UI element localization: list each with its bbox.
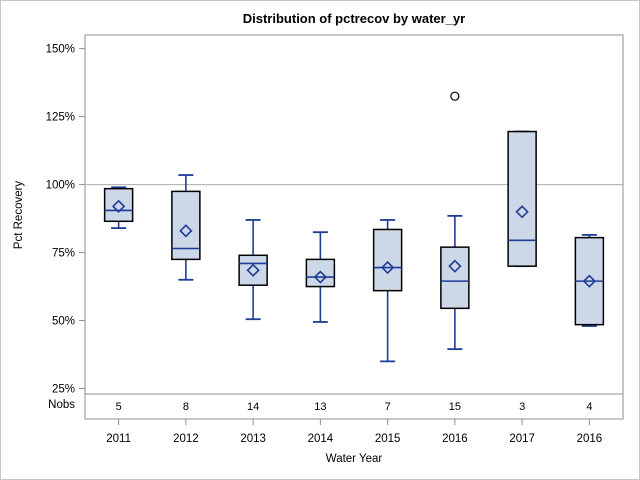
x-tick-label: 2017: [509, 433, 535, 445]
mean-diamond-marker: [380, 260, 395, 275]
mean-diamond-marker: [313, 270, 328, 284]
y-tick-label: 100%: [46, 180, 75, 192]
iqr-box: [238, 254, 268, 286]
y-tick-label: 125%: [46, 112, 75, 124]
mean-diamond-marker: [111, 199, 126, 213]
iqr-box: [103, 187, 134, 223]
y-tick-label: 50%: [52, 316, 75, 328]
x-tick-label: 2011: [106, 433, 131, 445]
nobs-value: 4: [586, 401, 592, 413]
nobs-value: 13: [314, 401, 326, 413]
mean-diamond-marker: [515, 205, 529, 219]
nobs-value: 15: [449, 401, 461, 413]
mean-diamond-marker: [179, 224, 193, 238]
plot-frame: [84, 34, 624, 420]
iqr-box: [372, 228, 403, 292]
nobs-value: 14: [247, 401, 259, 413]
iqr-box: [507, 130, 537, 267]
nobs-value: 7: [385, 401, 391, 413]
nobs-row-label: Nobs: [48, 399, 75, 411]
y-tick-label: 25%: [52, 384, 75, 396]
outlier-point: [450, 91, 460, 101]
x-tick-label: 2013: [240, 433, 266, 445]
y-tick-label: 150%: [46, 44, 75, 56]
x-tick-label: 2015: [375, 433, 401, 445]
mean-diamond-marker: [246, 263, 260, 277]
nobs-value: 3: [519, 401, 525, 413]
x-tick-label: 2012: [173, 433, 199, 445]
x-tick-label: 2016: [442, 433, 468, 445]
x-tick-label: 2016: [577, 433, 603, 445]
nobs-value: 5: [116, 401, 122, 413]
y-tick-label: 75%: [52, 248, 75, 260]
mean-diamond-marker: [448, 259, 462, 273]
chart-title: Distribution of pctrecov by water_yr: [242, 11, 466, 26]
mean-diamond-marker: [582, 274, 597, 288]
x-tick-label: 2014: [308, 433, 334, 445]
x-axis-title: Water Year: [325, 453, 383, 465]
nobs-value: 8: [183, 401, 189, 413]
iqr-box: [440, 246, 470, 310]
